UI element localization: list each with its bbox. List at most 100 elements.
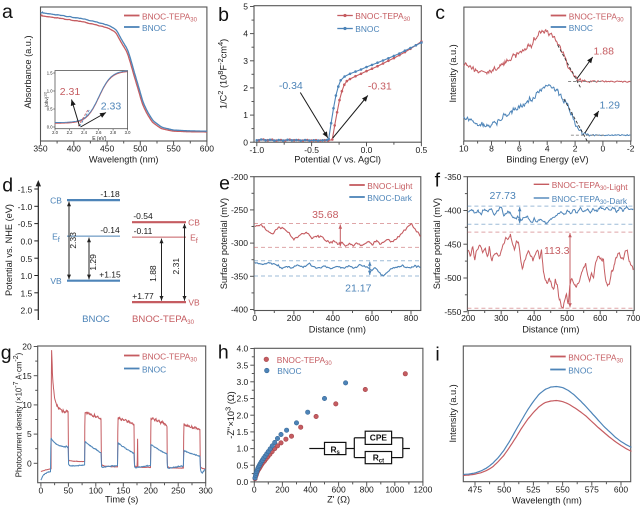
svg-text:3.0: 3.0 bbox=[236, 377, 248, 387]
svg-text:400: 400 bbox=[326, 313, 340, 323]
svg-text:400: 400 bbox=[303, 485, 317, 495]
svg-text:300: 300 bbox=[494, 313, 508, 323]
svg-text:475: 475 bbox=[468, 484, 482, 494]
svg-text:0.5: 0.5 bbox=[236, 460, 248, 470]
svg-text:CB: CB bbox=[50, 196, 62, 206]
svg-text:2.31: 2.31 bbox=[60, 86, 81, 98]
svg-text:h: h bbox=[218, 341, 229, 363]
svg-text:2.6: 2.6 bbox=[96, 130, 102, 135]
svg-text:600: 600 bbox=[365, 313, 379, 323]
svg-text:1.88: 1.88 bbox=[148, 265, 158, 282]
svg-text:0.0: 0.0 bbox=[47, 125, 53, 130]
svg-text:-350: -350 bbox=[231, 271, 248, 281]
svg-text:3: 3 bbox=[243, 56, 248, 66]
svg-text:-450: -450 bbox=[444, 239, 461, 249]
svg-text:-500: -500 bbox=[444, 273, 461, 283]
svg-text:350: 350 bbox=[33, 144, 47, 154]
svg-text:400: 400 bbox=[527, 313, 541, 323]
svg-text:700: 700 bbox=[626, 313, 640, 323]
svg-text:+1.15: +1.15 bbox=[99, 270, 121, 280]
svg-text:500: 500 bbox=[497, 484, 511, 494]
svg-text:a: a bbox=[2, 1, 13, 23]
svg-text:BNOC: BNOC bbox=[569, 23, 593, 33]
svg-text:500: 500 bbox=[560, 313, 574, 323]
svg-text:Ef: Ef bbox=[52, 232, 61, 245]
svg-text:Photocurrent density (×10-7 A·: Photocurrent density (×10-7 A·cm-2) bbox=[13, 352, 24, 477]
svg-text:1.29: 1.29 bbox=[88, 254, 98, 271]
svg-text:BNOC-TEPA30: BNOC-TEPA30 bbox=[142, 351, 198, 363]
svg-text:1.0: 1.0 bbox=[236, 444, 248, 454]
svg-text:1000: 1000 bbox=[385, 485, 404, 495]
svg-text:VB: VB bbox=[188, 298, 200, 308]
svg-text:35.68: 35.68 bbox=[312, 209, 338, 221]
svg-text:10: 10 bbox=[22, 400, 32, 410]
svg-text:250: 250 bbox=[171, 485, 185, 495]
svg-text:0.0: 0.0 bbox=[20, 237, 32, 247]
svg-text:0.0: 0.0 bbox=[236, 477, 248, 487]
svg-text:3.0: 3.0 bbox=[125, 130, 131, 135]
svg-text:BNOC: BNOC bbox=[142, 364, 166, 374]
svg-text:(αhν)1/2: (αhν)1/2 bbox=[44, 92, 50, 107]
svg-text:-Z''×103 (Ω): -Z''×103 (Ω) bbox=[223, 391, 236, 438]
svg-text:600: 600 bbox=[593, 313, 607, 323]
svg-text:1.29: 1.29 bbox=[599, 100, 620, 112]
svg-text:Binding Energy (eV): Binding Energy (eV) bbox=[506, 154, 588, 164]
svg-text:-1.5: -1.5 bbox=[18, 185, 33, 195]
svg-text:BNOC: BNOC bbox=[568, 365, 592, 375]
svg-text:4: 4 bbox=[243, 29, 248, 39]
svg-text:550: 550 bbox=[556, 484, 570, 494]
svg-text:BNOC-TEPA30-Dark: BNOC-TEPA30-Dark bbox=[552, 194, 628, 206]
svg-text:BNOC: BNOC bbox=[355, 24, 379, 34]
svg-text:1/C2 (108F-2cm4): 1/C2 (108F-2cm4) bbox=[216, 39, 229, 109]
svg-text:Surface potential (mV): Surface potential (mV) bbox=[432, 198, 442, 289]
svg-text:-2: -2 bbox=[627, 144, 635, 154]
svg-text:-1.18: -1.18 bbox=[100, 189, 120, 199]
svg-text:BNOC-TEPA30-Light: BNOC-TEPA30-Light bbox=[552, 180, 629, 192]
svg-text:600: 600 bbox=[614, 484, 628, 494]
svg-text:Intensity (a.u.): Intensity (a.u.) bbox=[448, 384, 458, 442]
svg-text:1200: 1200 bbox=[413, 485, 432, 495]
svg-text:2.33: 2.33 bbox=[68, 232, 78, 249]
svg-text:200: 200 bbox=[144, 485, 158, 495]
svg-text:-0.14: -0.14 bbox=[100, 225, 120, 235]
svg-text:575: 575 bbox=[585, 484, 599, 494]
svg-text:0: 0 bbox=[601, 144, 606, 154]
svg-text:Surface potential (mV): Surface potential (mV) bbox=[219, 198, 229, 289]
svg-text:Absorbance (a.u.): Absorbance (a.u.) bbox=[23, 35, 33, 108]
svg-text:-0.34: -0.34 bbox=[279, 80, 303, 92]
svg-text:-300: -300 bbox=[231, 238, 248, 248]
svg-text:27.73: 27.73 bbox=[490, 190, 516, 202]
svg-text:2.0: 2.0 bbox=[20, 306, 32, 316]
svg-text:20: 20 bbox=[22, 342, 32, 352]
svg-text:g: g bbox=[1, 342, 12, 364]
svg-text:21.17: 21.17 bbox=[345, 283, 371, 295]
svg-text:Rct: Rct bbox=[373, 453, 384, 465]
svg-text:f: f bbox=[435, 170, 441, 192]
svg-text:2.5: 2.5 bbox=[236, 394, 248, 404]
svg-text:BNOC-TEPA30: BNOC-TEPA30 bbox=[132, 314, 195, 326]
svg-text:VB: VB bbox=[50, 276, 62, 286]
svg-text:0.5: 0.5 bbox=[47, 107, 53, 112]
svg-text:10: 10 bbox=[459, 144, 469, 154]
svg-text:1.5: 1.5 bbox=[20, 288, 32, 298]
svg-text:Potential (V vs. AgCl): Potential (V vs. AgCl) bbox=[294, 154, 381, 164]
svg-text:100: 100 bbox=[89, 485, 103, 495]
svg-text:500: 500 bbox=[133, 144, 147, 154]
svg-text:50: 50 bbox=[64, 485, 74, 495]
svg-text:Wavelength (nm): Wavelength (nm) bbox=[89, 154, 159, 164]
svg-text:2: 2 bbox=[573, 144, 578, 154]
svg-text:BNOC-TEPA30: BNOC-TEPA30 bbox=[142, 11, 198, 23]
svg-text:BNOC-TEPA30: BNOC-TEPA30 bbox=[569, 11, 625, 23]
svg-text:BNOC-Light: BNOC-Light bbox=[367, 181, 413, 191]
svg-text:Rs: Rs bbox=[330, 444, 340, 456]
svg-text:-550: -550 bbox=[444, 307, 461, 317]
svg-text:BNOC-TEPA30: BNOC-TEPA30 bbox=[355, 11, 411, 23]
svg-text:Intensity (a.u.): Intensity (a.u.) bbox=[448, 44, 458, 102]
svg-text:-200: -200 bbox=[231, 172, 248, 182]
svg-text:-0.11: -0.11 bbox=[134, 226, 153, 236]
svg-text:800: 800 bbox=[360, 485, 374, 495]
svg-text:1.0: 1.0 bbox=[47, 89, 53, 94]
svg-text:0: 0 bbox=[27, 458, 32, 468]
svg-text:450: 450 bbox=[100, 144, 114, 154]
svg-text:5: 5 bbox=[27, 429, 32, 439]
